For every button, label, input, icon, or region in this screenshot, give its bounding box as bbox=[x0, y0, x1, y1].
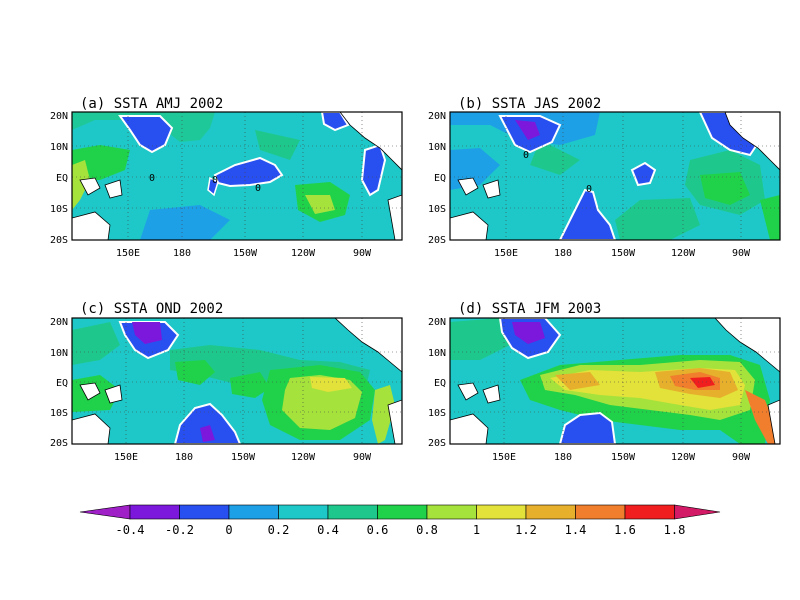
lat-tick-label: 10S bbox=[428, 204, 446, 215]
colorbar-swatch bbox=[476, 504, 527, 520]
lon-tick-label: 150W bbox=[611, 248, 636, 259]
colorbar-label: 0.4 bbox=[317, 523, 339, 537]
lon-tick-label: 90W bbox=[732, 452, 751, 463]
lat-tick-label: 10N bbox=[50, 142, 68, 153]
lat-tick-label: 20S bbox=[428, 438, 446, 449]
lat-axis: 20N 10N EQ 10S 20S bbox=[428, 317, 446, 449]
lat-tick-label: 10N bbox=[50, 348, 68, 359]
lon-tick-label: 180 bbox=[554, 452, 572, 463]
lon-tick-label: 120W bbox=[671, 248, 696, 259]
contour-label: 0 bbox=[586, 184, 592, 195]
lat-tick-label: 20N bbox=[428, 111, 446, 122]
map-area bbox=[72, 112, 402, 240]
colorbar-label: 0.8 bbox=[416, 523, 438, 537]
colorbar-swatch bbox=[228, 504, 279, 520]
colorbar-swatch bbox=[278, 504, 329, 520]
lat-axis: 20N 10N EQ 10S 20S bbox=[50, 317, 68, 449]
colorbar-swatch bbox=[327, 504, 378, 520]
lat-tick-label: 10S bbox=[428, 408, 446, 419]
lat-tick-label: 10S bbox=[50, 408, 68, 419]
colorbar-label: 1.2 bbox=[515, 523, 537, 537]
colorbar-label: 1.4 bbox=[565, 523, 587, 537]
panel-d: (d) SSTA JFM 2003 bbox=[428, 301, 781, 463]
lon-tick-label: 90W bbox=[353, 452, 372, 463]
lon-tick-label: 180 bbox=[175, 452, 193, 463]
panel-title: (c) SSTA OND 2002 bbox=[80, 301, 223, 317]
lon-tick-label: 150W bbox=[231, 452, 256, 463]
lon-tick-label: 90W bbox=[732, 248, 751, 259]
colorbar-swatch bbox=[179, 504, 230, 520]
lon-tick-label: 90W bbox=[353, 248, 372, 259]
lat-tick-label: 10N bbox=[428, 348, 446, 359]
map-area bbox=[450, 318, 780, 444]
lon-tick-label: 180 bbox=[554, 248, 572, 259]
lat-tick-label: 20N bbox=[50, 111, 68, 122]
colorbar-swatch bbox=[575, 504, 626, 520]
lon-tick-label: 120W bbox=[291, 452, 316, 463]
colorbar-label: 0 bbox=[225, 523, 232, 537]
lon-tick-label: 120W bbox=[671, 452, 696, 463]
colorbar-label: -0.4 bbox=[116, 523, 145, 537]
colorbar-max-extend bbox=[674, 504, 721, 520]
lon-tick-label: 150E bbox=[492, 452, 516, 463]
colorbar-swatch bbox=[624, 504, 675, 520]
panel-b: (b) SSTA JAS 2002 bbox=[428, 96, 781, 259]
colorbar-swatch bbox=[525, 504, 576, 520]
lon-tick-label: 180 bbox=[173, 248, 191, 259]
lat-tick-label: 20S bbox=[428, 235, 446, 246]
colorbar-label: 0.6 bbox=[367, 523, 389, 537]
lat-tick-label: EQ bbox=[434, 173, 446, 184]
panel-title: (a) SSTA AMJ 2002 bbox=[80, 96, 223, 112]
lat-tick-label: 20S bbox=[50, 438, 68, 449]
colorbar-label: 0.2 bbox=[268, 523, 290, 537]
lat-tick-label: EQ bbox=[434, 378, 446, 389]
map-area bbox=[450, 112, 780, 240]
lon-tick-label: 150E bbox=[114, 452, 138, 463]
panel-title: (d) SSTA JFM 2003 bbox=[458, 301, 601, 317]
panel-title: (b) SSTA JAS 2002 bbox=[458, 96, 601, 112]
colorbar-label: 1.8 bbox=[664, 523, 686, 537]
lat-axis: 20N 10N EQ 10S 20S bbox=[50, 111, 68, 246]
map-area bbox=[72, 318, 402, 444]
colorbar-label: 1.6 bbox=[614, 523, 636, 537]
colorbar-swatch bbox=[426, 504, 477, 520]
lat-tick-label: 20N bbox=[428, 317, 446, 328]
lon-tick-label: 150W bbox=[611, 452, 636, 463]
colorbar-swatch bbox=[377, 504, 428, 520]
lat-axis: 20N 10N EQ 10S 20S bbox=[428, 111, 446, 246]
contour-label: 0 bbox=[212, 175, 218, 186]
lon-axis: 150E 180 150W 120W 90W bbox=[494, 248, 751, 259]
colorbar-label: 1 bbox=[473, 523, 480, 537]
contour-label: 0 bbox=[149, 173, 155, 184]
contour-label: 0 bbox=[523, 150, 529, 161]
lon-tick-label: 150E bbox=[116, 248, 140, 259]
lon-tick-label: 120W bbox=[291, 248, 316, 259]
colorbar-label: -0.2 bbox=[165, 523, 194, 537]
lat-tick-label: 10N bbox=[428, 142, 446, 153]
colorbar-min-extend bbox=[79, 504, 131, 520]
lat-tick-label: 20S bbox=[50, 235, 68, 246]
contour-label: 0 bbox=[255, 183, 261, 194]
lat-tick-label: 10S bbox=[50, 204, 68, 215]
lat-tick-label: 20N bbox=[50, 317, 68, 328]
lon-tick-label: 150W bbox=[233, 248, 258, 259]
colorbar: -0.4 -0.2 0 0.2 0.4 0.6 0.8 1 1.2 1.4 1.6 1.8 bbox=[79, 504, 721, 537]
panel-a: (a) SSTA AMJ 2002 bbox=[50, 96, 403, 259]
lat-tick-label: EQ bbox=[56, 378, 68, 389]
lon-axis: 150E 180 150W 120W 90W bbox=[116, 248, 372, 259]
lon-tick-label: 150E bbox=[494, 248, 518, 259]
lat-tick-label: EQ bbox=[56, 173, 68, 184]
panel-c: (c) SSTA OND 2002 bbox=[50, 301, 403, 463]
lon-axis: 150E 180 150W 120W 90W bbox=[492, 452, 751, 463]
colorbar-swatch bbox=[129, 504, 180, 520]
lon-axis: 150E 180 150W 120W 90W bbox=[114, 452, 372, 463]
